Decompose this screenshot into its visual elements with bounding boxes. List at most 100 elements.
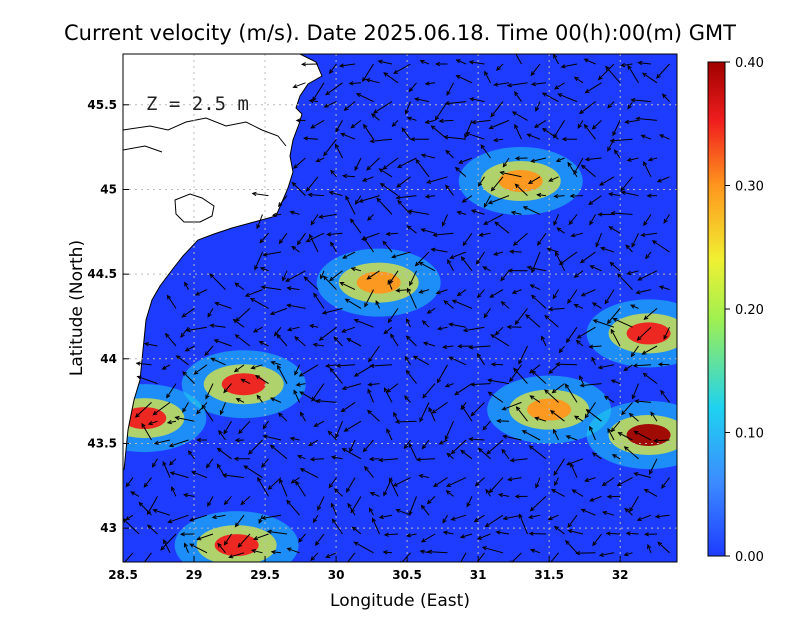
velocity-arrowhead xyxy=(541,335,546,341)
velocity-arrowhead xyxy=(141,422,146,428)
velocity-vector xyxy=(508,477,522,481)
velocity-vector xyxy=(382,157,399,170)
velocity-arrowhead xyxy=(350,218,355,224)
velocity-arrowhead xyxy=(591,452,597,457)
velocity-arrowhead xyxy=(364,302,369,308)
velocity-vector xyxy=(218,430,226,441)
velocity-arrowhead xyxy=(646,193,652,198)
velocity-vector xyxy=(345,196,356,215)
velocity-arrowhead xyxy=(459,534,465,539)
velocity-arrowhead xyxy=(305,186,311,192)
velocity-arrowhead xyxy=(249,297,255,303)
velocity-vector xyxy=(558,93,578,103)
velocity-vector xyxy=(401,552,411,562)
velocity-vector xyxy=(631,345,639,357)
velocity-arrowhead xyxy=(408,442,413,448)
velocity-arrowhead xyxy=(624,119,630,124)
velocity-arrowhead xyxy=(608,192,614,197)
velocity-arrowhead xyxy=(433,482,439,487)
velocity-vector xyxy=(223,383,232,393)
velocity-arrowhead xyxy=(327,430,333,436)
velocity-vector xyxy=(496,531,510,535)
velocity-vector xyxy=(408,496,417,515)
velocity-arrowhead xyxy=(430,125,436,130)
velocity-vector xyxy=(643,214,652,226)
velocity-arrowhead xyxy=(553,133,558,139)
velocity-arrowhead xyxy=(617,273,622,279)
velocity-arrowhead xyxy=(261,462,266,468)
velocity-arrowhead xyxy=(286,286,292,291)
velocity-arrowhead xyxy=(579,383,585,388)
velocity-vector xyxy=(641,232,658,236)
coastal-lake xyxy=(123,145,163,153)
velocity-arrowhead xyxy=(631,394,636,400)
velocity-vector xyxy=(320,270,325,279)
velocity-arrowhead xyxy=(426,309,432,314)
velocity-vector xyxy=(396,509,411,516)
velocity-vector xyxy=(341,326,356,333)
velocity-arrowhead xyxy=(531,268,536,274)
velocity-vector xyxy=(422,383,436,399)
velocity-vector xyxy=(263,251,282,256)
velocity-vector xyxy=(529,445,547,460)
velocity-vector xyxy=(421,154,436,159)
velocity-arrowhead xyxy=(623,366,629,372)
velocity-vector xyxy=(584,58,596,65)
velocity-arrowhead xyxy=(378,514,384,520)
velocity-arrowhead xyxy=(573,76,579,82)
velocity-vector xyxy=(607,101,615,109)
velocity-vector xyxy=(245,289,263,297)
velocity-arrowhead xyxy=(143,342,149,347)
velocity-vector xyxy=(451,514,467,521)
velocity-arrowhead xyxy=(240,378,246,383)
velocity-vector xyxy=(379,168,393,178)
velocity-vector xyxy=(491,363,504,366)
velocity-arrowhead xyxy=(211,514,217,520)
velocity-vector xyxy=(584,477,596,482)
velocity-vector xyxy=(369,508,374,516)
velocity-vector xyxy=(261,286,282,291)
velocity-arrowhead xyxy=(223,388,228,394)
velocity-vector xyxy=(527,266,547,272)
velocity-arrowhead xyxy=(313,422,319,427)
velocity-vector xyxy=(427,496,436,504)
velocity-vector xyxy=(344,101,356,111)
velocity-vector xyxy=(370,364,393,367)
velocity-vector xyxy=(490,101,504,117)
velocity-vector xyxy=(297,455,306,460)
velocity-arrowhead xyxy=(152,508,158,514)
velocity-vector xyxy=(643,373,658,384)
velocity-arrowhead xyxy=(378,168,384,173)
velocity-arrowhead xyxy=(537,240,542,246)
velocity-arrowhead xyxy=(403,444,409,450)
velocity-arrowhead xyxy=(335,127,340,133)
velocity-vector xyxy=(326,364,337,367)
velocity-arrowhead xyxy=(418,261,424,266)
velocity-vector xyxy=(420,550,430,554)
velocity-arrowhead xyxy=(328,190,334,196)
velocity-arrowhead xyxy=(613,149,619,155)
velocity-arrowhead xyxy=(312,342,318,348)
velocity-arrowhead xyxy=(565,338,571,344)
velocity-arrowhead xyxy=(592,541,597,547)
velocity-vector xyxy=(125,514,134,521)
velocity-arrowhead xyxy=(166,419,172,425)
velocity-arrowhead xyxy=(573,415,579,420)
velocity-arrowhead xyxy=(449,254,455,259)
velocity-vector xyxy=(567,514,578,528)
velocity-vector xyxy=(366,78,380,84)
velocity-arrowhead xyxy=(591,356,596,362)
velocity-arrowhead xyxy=(661,483,666,489)
velocity-arrowhead xyxy=(616,482,622,487)
velocity-vector xyxy=(567,162,578,178)
velocity-vector xyxy=(167,420,177,424)
velocity-vector xyxy=(542,128,559,140)
velocity-vector xyxy=(257,477,269,497)
velocity-vector xyxy=(466,496,473,507)
velocity-arrowhead xyxy=(404,355,409,361)
velocity-vector xyxy=(367,270,380,280)
velocity-arrowhead xyxy=(529,548,536,553)
velocity-arrowhead xyxy=(493,251,499,256)
velocity-arrowhead xyxy=(464,131,470,137)
velocity-arrowhead xyxy=(506,83,512,88)
